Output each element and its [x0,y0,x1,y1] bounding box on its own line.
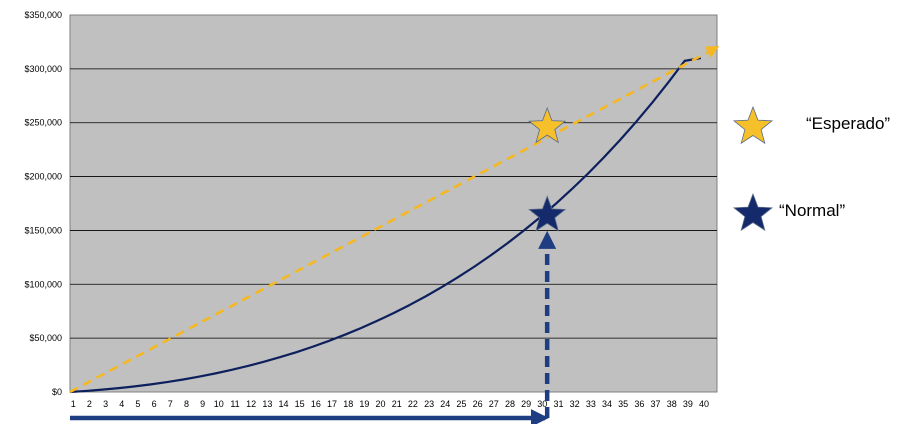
x-tick-label: 4 [119,399,124,409]
legend-label-esperado: “Esperado” [806,114,891,133]
x-tick-label: 40 [699,399,709,409]
x-tick-label: 26 [473,399,483,409]
x-tick-label: 25 [456,399,466,409]
x-tick-label: 37 [651,399,661,409]
x-tick-label: 38 [667,399,677,409]
x-tick-label: 22 [408,399,418,409]
x-tick-label: 16 [311,399,321,409]
x-tick-label: 6 [152,399,157,409]
series-lines [69,46,720,394]
x-tick-label: 33 [586,399,596,409]
x-tick-label: 32 [570,399,580,409]
x-tick-label: 24 [440,399,450,409]
y-tick-label: $150,000 [24,225,62,235]
x-tick-label: 14 [279,399,289,409]
x-axis-tick-labels: 1 2 3 4 5 6 7 8 9 10 11 12 13 14 15 16 17 18 19 20 21 22 23 24 2… [71,399,709,409]
y-tick-label: $200,000 [24,172,62,182]
plot-area [69,14,718,393]
y-tick-label: $0 [52,387,62,397]
x-tick-label: 10 [214,399,224,409]
series-line-esperado [69,46,720,394]
x-tick-label: 28 [505,399,515,409]
annotations [70,230,557,424]
y-tick-label: $50,000 [29,333,62,343]
x-tick-label: 17 [327,399,337,409]
x-tick-label: 11 [230,399,239,409]
x-tick-label: 3 [103,399,108,409]
x-tick-label: 2 [87,399,92,409]
x-tick-label: 31 [553,399,563,409]
x-tick-label: 1 [71,399,76,409]
x-tick-label: 15 [295,399,305,409]
y-tick-label: $300,000 [24,64,62,74]
star-icon [732,192,774,232]
x-tick-label: 27 [489,399,499,409]
x-tick-label: 30 [537,399,547,409]
y-tick-label: $350,000 [24,10,62,20]
x-tick-label: 13 [262,399,272,409]
x-tick-label: 20 [376,399,386,409]
legend-label-normal: “Normal” [779,201,846,220]
x-tick-label: 23 [424,399,434,409]
y-tick-label: $250,000 [24,118,62,128]
series-line-normal [69,57,702,394]
markers [528,106,567,232]
x-tick-label: 18 [343,399,353,409]
x-tick-label: 5 [135,399,140,409]
x-tick-label: 8 [184,399,189,409]
x-tick-label: 9 [200,399,205,409]
star-icon [528,195,567,232]
x-tick-label: 34 [602,399,612,409]
grid-lines [70,68,717,339]
star-icon [528,106,567,144]
y-tick-label: $100,000 [24,279,62,289]
x-tick-label: 19 [359,399,369,409]
x-tick-label: 29 [521,399,531,409]
x-tick-label: 12 [246,399,256,409]
x-tick-label: 35 [618,399,628,409]
y-axis-tick-labels: $0 $50,000 $100,000 $150,000 $200,000 $250,00… [24,10,62,397]
x-tick-label: 39 [683,399,693,409]
x-tick-label: 36 [634,399,644,409]
x-tick-label: 7 [168,399,173,409]
legend-icons [732,105,774,232]
star-icon [732,105,774,145]
x-tick-label: 21 [392,399,402,409]
